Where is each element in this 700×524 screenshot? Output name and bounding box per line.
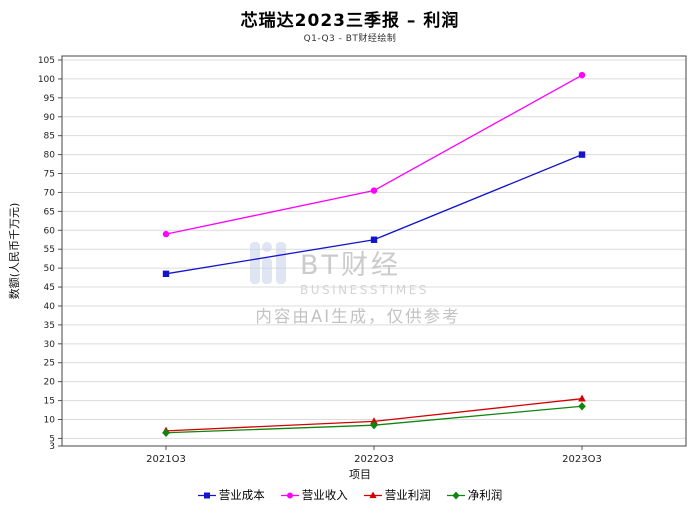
svg-text:40: 40 — [44, 302, 56, 312]
svg-text:2023Q3: 2023Q3 — [562, 454, 602, 462]
legend-label: 净利润 — [467, 488, 503, 502]
watermark: BT财经 BUSINESSTIMES 内容由AI生成，仅供参考 — [250, 242, 460, 326]
svg-text:2021Q3: 2021Q3 — [146, 454, 186, 462]
watermark-logo-bar — [276, 242, 286, 284]
data-point-marker — [578, 402, 586, 411]
y-axis-label: 数额(人民币千万元) — [8, 202, 21, 300]
plot-area: 35 10 15 20 25 30 35 40 45 50 55 60 65 70 75 80 85 90 95 10… — [38, 55, 687, 462]
svg-text:35: 35 — [44, 321, 55, 331]
legend-marker-triangle-icon — [363, 491, 382, 498]
data-point-marker — [286, 492, 293, 498]
data-point-marker — [578, 151, 586, 158]
svg-text:80: 80 — [44, 151, 56, 161]
svg-text:20: 20 — [44, 378, 56, 388]
data-point-marker — [162, 230, 170, 238]
svg-text:50: 50 — [44, 264, 56, 274]
data-point-marker — [370, 187, 378, 194]
svg-text:95: 95 — [44, 94, 55, 104]
svg-text:65: 65 — [44, 207, 55, 217]
svg-text:105: 105 — [38, 56, 55, 66]
svg-text:2022Q3: 2022Q3 — [354, 454, 394, 462]
svg-text:15: 15 — [44, 397, 55, 407]
chart-title: 芯瑞达2023三季报 – 利润 — [240, 11, 460, 31]
svg-text:60: 60 — [44, 226, 56, 236]
legend-marker-circle-icon — [280, 492, 299, 498]
legend-label: 营业成本 — [218, 488, 265, 502]
y-axis-ticks: 35 10 15 20 25 30 35 40 45 50 55 60 65 70 75 80 85 90 95 10… — [38, 56, 62, 452]
data-point-marker — [370, 417, 378, 425]
chart-subtitle: Q1-Q3 - BT财经绘制 — [303, 34, 397, 44]
svg-text:3: 3 — [49, 442, 55, 452]
legend: 营业成本 营业收入 营业利润 净利润 — [0, 487, 700, 503]
watermark-logo-dot — [262, 242, 272, 252]
plot-border — [61, 55, 687, 447]
data-point-marker — [370, 420, 378, 430]
svg-text:10: 10 — [44, 416, 56, 426]
svg-text:45: 45 — [44, 283, 55, 293]
legend-item-3: 净利润 — [446, 487, 503, 503]
watermark-brand: BT财经 — [300, 250, 401, 281]
svg-text:55: 55 — [44, 245, 55, 255]
data-point-marker — [578, 71, 586, 79]
series-3 — [162, 402, 586, 437]
data-point-marker — [203, 492, 210, 498]
svg-text:100: 100 — [38, 75, 55, 85]
legend-marker-diamond-icon — [446, 491, 465, 499]
x-axis-ticks: 2021Q3 2022Q3 2023Q3 — [146, 446, 602, 462]
data-point-marker — [162, 270, 170, 278]
legend-item-1: 营业收入 — [280, 487, 348, 503]
svg-text:75: 75 — [44, 170, 55, 180]
svg-text:70: 70 — [44, 188, 56, 198]
svg-text:25: 25 — [44, 359, 55, 369]
data-point-marker — [162, 428, 170, 437]
data-point-marker — [452, 491, 460, 499]
legend-label: 营业利润 — [384, 488, 431, 502]
watermark-logo-bar — [262, 258, 272, 284]
data-point-marker — [370, 236, 378, 243]
watermark-brand-sub: BUSINESSTIMES — [300, 283, 429, 297]
watermark-note: 内容由AI生成，仅供参考 — [255, 307, 460, 326]
legend-marker-square-icon — [197, 492, 216, 498]
data-point-marker — [578, 394, 586, 402]
svg-text:5: 5 — [49, 434, 55, 444]
data-point-marker — [369, 491, 377, 498]
svg-text:85: 85 — [44, 132, 55, 142]
legend-label: 营业收入 — [301, 488, 348, 502]
svg-text:90: 90 — [44, 113, 56, 123]
svg-text:30: 30 — [44, 340, 56, 350]
watermark-logo-bar — [250, 242, 260, 284]
legend-item-2: 营业利润 — [363, 487, 431, 503]
x-axis-label: 项目 — [349, 468, 371, 481]
series-0 — [162, 151, 586, 278]
series-1 — [162, 71, 586, 238]
legend-item-0: 营业成本 — [197, 487, 265, 503]
